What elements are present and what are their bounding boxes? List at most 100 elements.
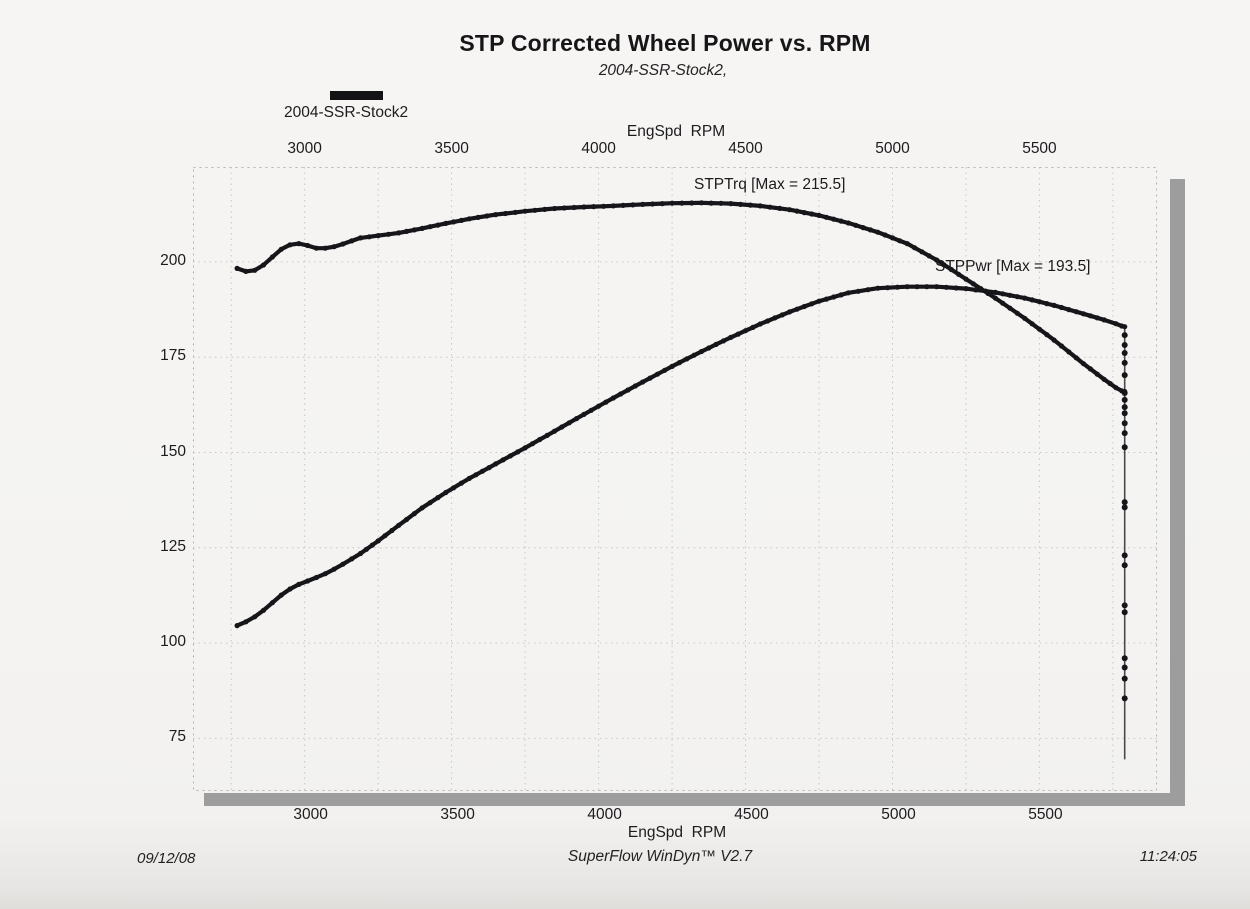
stppwr-curve-dot <box>742 328 749 334</box>
stptrq-curve-dot <box>287 242 293 248</box>
stppwr-curve-dot <box>934 284 940 290</box>
stptrq-curve-dot <box>941 262 947 268</box>
stppwr-curve-dot <box>1000 291 1006 297</box>
stppwr-curve-dot <box>706 345 712 351</box>
stptrq-curve-dot <box>956 271 962 277</box>
stptrq-curve-dot <box>427 224 433 230</box>
plot-border <box>193 167 1157 791</box>
stptrq-curve-dot <box>934 257 940 263</box>
stppwr-curve-dot <box>573 416 580 422</box>
stptrq-curve-dot <box>591 204 597 210</box>
stptrq-curve-dot <box>845 220 852 226</box>
legend-label: 2004-SSR-Stock2 <box>284 104 409 121</box>
stppwr-curve-dot <box>369 542 375 548</box>
stptrq-curve-dot <box>600 203 607 209</box>
stptrq-curve-dot <box>809 211 815 217</box>
run-end-tail-dot <box>1121 655 1128 662</box>
stppwr-curve-dot <box>809 301 815 307</box>
y-tick-label: 125 <box>160 537 186 555</box>
bottom-x-tick-label: 5500 <box>1028 806 1063 823</box>
run-end-tail-dot <box>1121 350 1128 356</box>
stppwr-curve-dot <box>559 424 565 430</box>
stppwr-curve-dot <box>943 284 950 290</box>
stppwr-curve-dot <box>973 287 979 293</box>
stptrq-curve-dot <box>561 205 567 211</box>
top-x-tick-label: 4500 <box>728 140 763 157</box>
stppwr-curve-dot <box>596 403 602 409</box>
stppwr-curve-dot <box>322 571 328 577</box>
stptrq-curve-dot <box>349 238 355 244</box>
stptrq-curve-dot <box>296 241 302 247</box>
stppwr-curve-dot <box>855 288 861 294</box>
stptrq-curve-dot <box>867 227 874 233</box>
stptrq-curve-dot <box>838 218 844 224</box>
y-tick-label: 200 <box>160 251 186 269</box>
stppwr-curve-dot <box>1122 324 1128 330</box>
top-x-tick-label: 3500 <box>434 140 469 157</box>
stppwr-curve-dot <box>404 516 410 523</box>
stptrq-curve-dot <box>340 241 346 247</box>
stptrq-curve-dot <box>1058 343 1065 349</box>
top-x-tick-label: 4000 <box>581 140 616 157</box>
run-end-tail-dot <box>1121 504 1128 511</box>
stppwr-curve-dot <box>493 461 499 467</box>
stppwr-curve-dot <box>588 407 594 413</box>
stppwr-curve-dot <box>443 489 449 496</box>
stppwr-curve-dot <box>603 399 609 405</box>
stppwr-curve-dot <box>515 449 521 455</box>
y-tick-label: 150 <box>160 442 186 460</box>
stptrq-curve-dot <box>385 231 391 237</box>
run-end-tail-dot <box>1121 396 1128 403</box>
stppwr-curve-dot <box>894 284 901 290</box>
stptrq-curve-dot <box>620 202 626 208</box>
stptrq-curve-dot <box>451 219 457 225</box>
stptrq-curve-dot <box>816 212 822 218</box>
stptrq-curve-dot <box>419 225 425 231</box>
stppwr-curve-dot <box>794 306 800 312</box>
stppwr-curve-dot <box>632 383 638 389</box>
stptrq-curve-dot <box>313 245 319 251</box>
stppwr-curve-dot <box>765 318 771 324</box>
stptrq-curve-dot <box>875 229 881 235</box>
stptrq-curve-dot <box>926 253 932 259</box>
stppwr-curve-dot <box>419 505 425 511</box>
torque-max-annotation: STPTrq [Max = 215.5] <box>694 176 846 193</box>
stppwr-curve-dot <box>466 475 472 481</box>
run-end-tail-dot <box>1121 562 1128 569</box>
stptrq-curve-dot <box>542 206 548 212</box>
stppwr-curve-dot <box>1113 321 1119 327</box>
stppwr-curve-dot <box>618 391 624 397</box>
run-end-tail-dot <box>1121 552 1128 559</box>
page-title: STP Corrected Wheel Power vs. RPM <box>459 30 871 56</box>
stppwr-curve-dot <box>1087 313 1093 319</box>
stppwr-curve-dot <box>757 321 763 327</box>
stptrq-curve-dot <box>522 208 528 214</box>
stptrq-curve-dot <box>493 212 499 218</box>
stptrq-curve-dot <box>640 201 646 207</box>
stptrq-curve-dot <box>1094 371 1100 377</box>
stppwr-curve-dot <box>698 348 705 355</box>
stppwr-curve-dot <box>537 436 543 443</box>
stptrq-curve-dot <box>853 222 859 228</box>
stptrq-curve-dot <box>669 200 675 206</box>
stptrq-curve-dot <box>475 214 481 220</box>
stppwr-curve-dot <box>610 395 616 401</box>
stppwr-curve-dot <box>787 309 793 315</box>
stptrq-curve-dot <box>1051 337 1057 343</box>
stppwr-curve-dot <box>924 284 930 290</box>
stppwr-curve-dot <box>278 592 284 598</box>
stppwr-curve-dot <box>831 294 837 300</box>
stppwr-curve-dot <box>713 341 719 347</box>
stppwr-curve-dot <box>654 371 660 377</box>
stppwr-curve-dot <box>720 338 727 344</box>
stptrq-curve-dot <box>787 207 793 213</box>
stppwr-curve-dot <box>640 379 646 385</box>
stppwr-curve-dot <box>396 522 402 528</box>
stppwr-curve-dot <box>473 472 479 478</box>
stppwr-curve-dot <box>838 292 844 298</box>
stppwr-curve-dot <box>451 485 457 491</box>
run-end-tail-dot <box>1121 695 1128 702</box>
stptrq-curve-dot <box>698 200 705 206</box>
bottom-x-tick-label: 3500 <box>440 806 475 823</box>
stppwr-curve-dot <box>662 367 668 373</box>
